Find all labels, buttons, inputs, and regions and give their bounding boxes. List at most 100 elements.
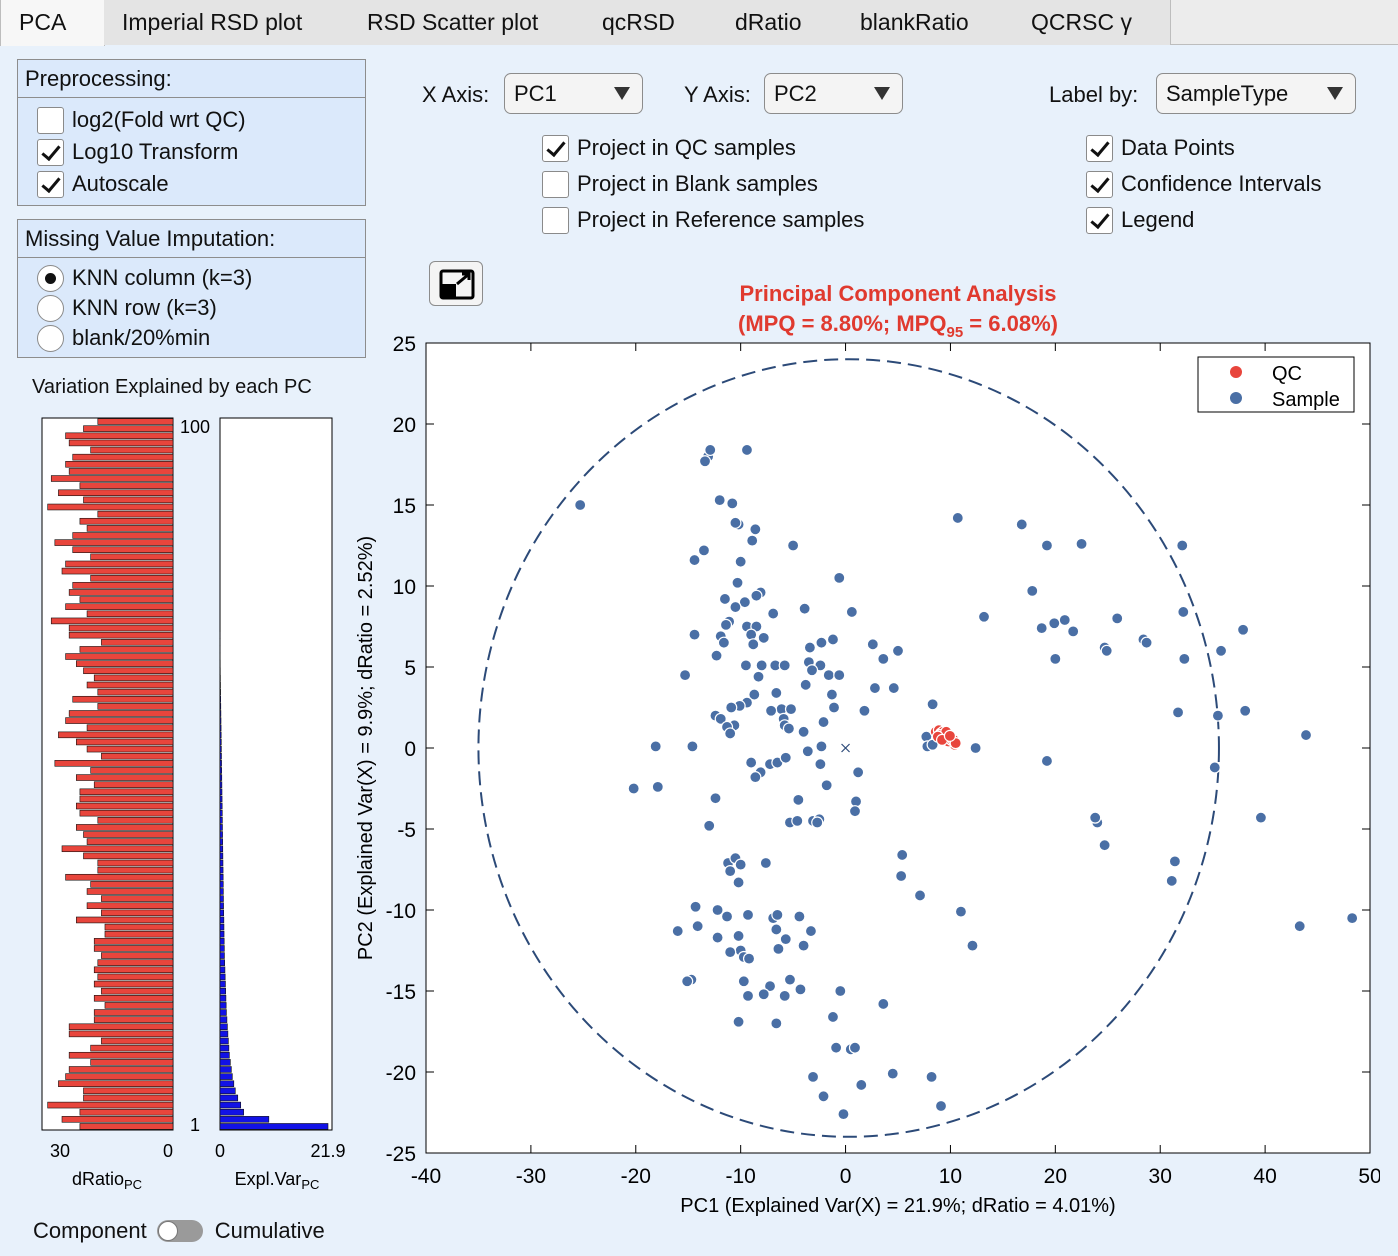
sample-point[interactable] bbox=[1035, 622, 1048, 635]
sample-point[interactable] bbox=[681, 975, 694, 988]
sample-point[interactable] bbox=[1098, 839, 1111, 852]
sample-point[interactable] bbox=[1346, 911, 1359, 925]
sample-point[interactable] bbox=[866, 638, 879, 651]
sample-point[interactable] bbox=[794, 983, 807, 996]
checkbox-box[interactable] bbox=[37, 106, 64, 134]
sample-point[interactable] bbox=[749, 523, 762, 536]
sample-point[interactable] bbox=[757, 631, 770, 644]
project-reference-checkbox[interactable]: Project in Reference samples bbox=[542, 205, 864, 235]
tab-qcrsd[interactable]: qcRSD bbox=[584, 0, 718, 45]
sample-point[interactable] bbox=[791, 814, 804, 828]
sample-point[interactable] bbox=[834, 984, 847, 998]
sample-point[interactable] bbox=[767, 607, 780, 620]
toggle-knob[interactable] bbox=[157, 1221, 178, 1241]
confidence-intervals-checkbox[interactable]: Confidence Intervals bbox=[1086, 169, 1322, 199]
sample-point[interactable] bbox=[752, 670, 765, 683]
checkbox-box[interactable] bbox=[542, 134, 569, 162]
checkbox-box[interactable] bbox=[542, 206, 569, 234]
sample-point[interactable] bbox=[748, 688, 761, 701]
qc-point[interactable] bbox=[943, 729, 957, 742]
sample-point[interactable] bbox=[770, 1017, 783, 1030]
sample-point[interactable] bbox=[698, 455, 712, 468]
sample-point[interactable] bbox=[1049, 652, 1062, 665]
sample-point[interactable] bbox=[1075, 537, 1088, 550]
sample-point[interactable] bbox=[709, 792, 722, 805]
sample-point[interactable] bbox=[1208, 761, 1221, 774]
sample-point[interactable] bbox=[1299, 728, 1313, 742]
sample-point[interactable] bbox=[1236, 623, 1250, 636]
tab-imperial-rsd-plot[interactable]: Imperial RSD plot bbox=[104, 0, 350, 45]
sample-point[interactable] bbox=[1089, 811, 1102, 824]
sample-point[interactable] bbox=[827, 701, 841, 714]
sample-point[interactable] bbox=[764, 704, 778, 717]
legend-checkbox[interactable]: Legend bbox=[1086, 205, 1194, 235]
sample-point[interactable] bbox=[895, 869, 908, 883]
sample-point[interactable] bbox=[651, 780, 664, 793]
sample-point[interactable] bbox=[814, 758, 827, 771]
sample-point[interactable] bbox=[747, 638, 760, 651]
tab-dratio[interactable]: dRatio bbox=[717, 0, 843, 45]
sample-point[interactable] bbox=[678, 669, 692, 682]
sample-point[interactable] bbox=[1177, 605, 1190, 619]
sample-point[interactable] bbox=[724, 865, 737, 878]
sample-point[interactable] bbox=[1111, 612, 1124, 625]
sample-point[interactable] bbox=[1293, 920, 1306, 933]
sample-point[interactable] bbox=[731, 576, 744, 589]
sample-point[interactable] bbox=[896, 848, 909, 862]
sample-point[interactable] bbox=[732, 929, 745, 943]
sample-point[interactable] bbox=[811, 816, 824, 829]
sample-point[interactable] bbox=[830, 1041, 843, 1054]
sample-point[interactable] bbox=[886, 1067, 899, 1080]
radio-button[interactable] bbox=[37, 294, 64, 322]
sample-point[interactable] bbox=[720, 910, 734, 923]
sample-point[interactable] bbox=[1254, 811, 1268, 824]
sample-point[interactable] bbox=[1168, 855, 1182, 868]
sample-point[interactable] bbox=[1178, 652, 1191, 665]
sample-point[interactable] bbox=[815, 740, 828, 753]
checkbox-box[interactable] bbox=[37, 170, 64, 198]
sample-point[interactable] bbox=[763, 980, 777, 993]
sample-point[interactable] bbox=[798, 602, 811, 615]
sample-point[interactable] bbox=[925, 1070, 938, 1083]
tab-qcrsc-gamma[interactable]: QCRSC γ bbox=[1013, 0, 1171, 45]
x-axis-dropdown[interactable]: PC1 bbox=[504, 73, 643, 114]
sample-point[interactable] bbox=[1171, 706, 1185, 719]
radio-button[interactable] bbox=[37, 324, 64, 352]
sample-point[interactable] bbox=[787, 539, 800, 552]
sample-point[interactable] bbox=[804, 924, 818, 938]
sample-point[interactable] bbox=[815, 636, 828, 649]
checkbox-box[interactable] bbox=[1086, 134, 1113, 162]
sample-point[interactable] bbox=[627, 782, 640, 795]
sample-point[interactable] bbox=[801, 745, 814, 758]
sample-point[interactable] bbox=[1058, 613, 1071, 627]
sample-point[interactable] bbox=[703, 819, 716, 832]
sample-point[interactable] bbox=[649, 740, 662, 753]
sample-point[interactable] bbox=[711, 903, 724, 917]
sample-point[interactable] bbox=[1214, 644, 1228, 657]
sample-point[interactable] bbox=[710, 649, 723, 662]
sample-point[interactable] bbox=[817, 715, 830, 729]
sample-point[interactable] bbox=[719, 618, 733, 631]
sample-point[interactable] bbox=[1040, 754, 1054, 768]
sample-point[interactable] bbox=[833, 571, 846, 584]
sample-point[interactable] bbox=[734, 858, 747, 871]
sample-point[interactable] bbox=[934, 1099, 948, 1113]
sample-point[interactable] bbox=[793, 910, 806, 923]
sample-point[interactable] bbox=[969, 741, 982, 755]
sample-point[interactable] bbox=[1015, 518, 1028, 531]
sample-point[interactable] bbox=[805, 664, 819, 677]
checkbox-box[interactable] bbox=[542, 170, 569, 198]
sample-point[interactable] bbox=[820, 779, 833, 792]
sample-point[interactable] bbox=[951, 511, 964, 525]
sample-point[interactable] bbox=[799, 678, 812, 691]
sample-point[interactable] bbox=[966, 939, 979, 952]
sample-point[interactable] bbox=[803, 641, 816, 654]
expand-plot-button[interactable] bbox=[429, 261, 483, 306]
sample-point[interactable] bbox=[848, 805, 862, 818]
sample-point[interactable] bbox=[574, 498, 587, 512]
tab-pca[interactable]: PCA bbox=[0, 0, 105, 46]
sample-point[interactable] bbox=[1165, 874, 1178, 887]
sample-point[interactable] bbox=[757, 988, 770, 1001]
sample-point[interactable] bbox=[826, 1010, 840, 1024]
sample-point[interactable] bbox=[770, 686, 783, 700]
